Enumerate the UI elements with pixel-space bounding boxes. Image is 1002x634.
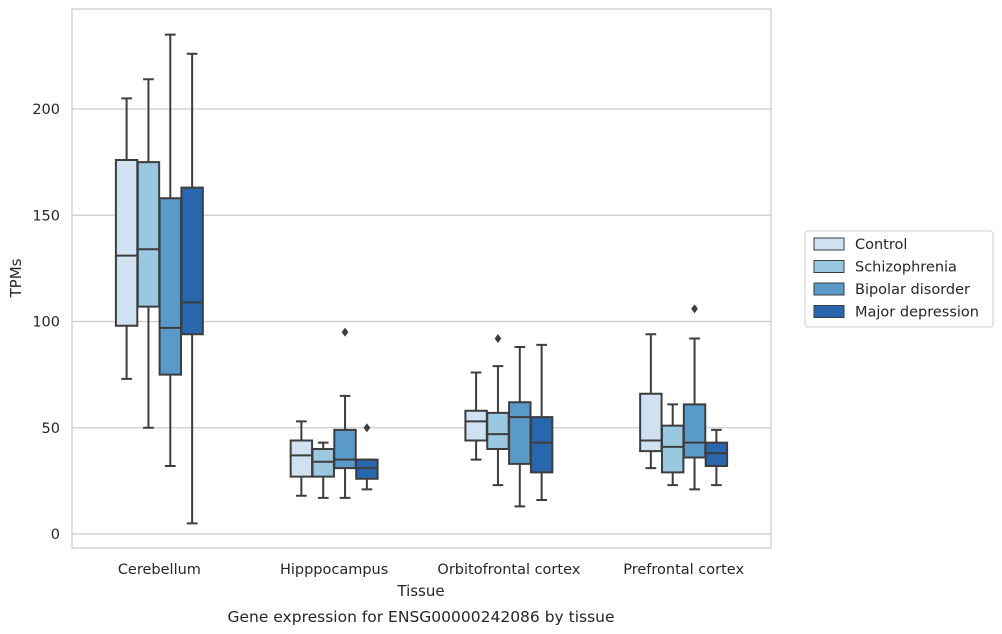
- legend-label: Schizophrenia: [855, 260, 957, 276]
- legend-label: Bipolar disorder: [855, 282, 970, 298]
- box-body: [333, 428, 357, 470]
- box-body: [355, 458, 379, 480]
- box-orbitofrontal-cortex-schizophrenia: [486, 334, 510, 487]
- x-tick-label: Orbitofrontal cortex: [437, 562, 580, 578]
- y-axis-label: TPMs: [7, 258, 25, 298]
- box-body: [639, 392, 663, 453]
- box-body: [486, 411, 510, 450]
- outlier-point: [494, 334, 502, 343]
- box-body: [464, 409, 488, 442]
- x-axis-label: Tissue: [396, 582, 444, 600]
- outlier-point: [691, 304, 698, 314]
- box-body: [114, 159, 139, 327]
- box-orbitofrontal-cortex-major-depression: [529, 343, 554, 501]
- legend-swatch: [813, 237, 845, 251]
- legend-label: Control: [855, 237, 907, 253]
- x-tick-label: Hipppocampus: [280, 562, 388, 578]
- legend-label: Major depression: [855, 305, 979, 321]
- box-body: [136, 161, 161, 308]
- plot-frame: [71, 8, 772, 549]
- y-tick-label: 200: [32, 102, 60, 118]
- box-prefrontal-cortex-bipolar-disorder: [682, 304, 707, 491]
- outlier-point: [341, 327, 349, 337]
- y-tick-label: 50: [42, 421, 60, 437]
- box-body: [529, 416, 554, 474]
- legend: Control Schizophrenia Bipolar disorder Majo…: [804, 230, 994, 328]
- box-prefrontal-cortex-major-depression: [704, 428, 729, 487]
- box-body: [508, 401, 532, 465]
- legend-frame: [804, 230, 994, 328]
- box-cerebellum-control: [114, 97, 139, 380]
- box-body: [180, 186, 204, 336]
- box-body: [704, 441, 729, 467]
- box-hipppocampus-bipolar-disorder: [333, 327, 357, 499]
- legend-swatch: [813, 305, 845, 318]
- legend-swatch: [813, 282, 845, 296]
- chart-caption: Gene expression for ENSG00000242086 by t…: [227, 608, 614, 626]
- y-tick-label: 150: [32, 208, 60, 224]
- y-tick-label: 0: [51, 527, 60, 543]
- box-body: [660, 424, 685, 474]
- legend-swatch: [813, 260, 845, 273]
- box-prefrontal-cortex-control: [639, 333, 663, 470]
- box-body: [289, 439, 314, 478]
- boxes: [114, 33, 729, 525]
- y-tick-label: 100: [32, 315, 60, 331]
- y-tick-labels: 0 50 100 150 200: [32, 102, 60, 543]
- x-tick-label: Prefrontal cortex: [623, 562, 744, 578]
- x-tick-label: Cerebellum: [118, 562, 201, 578]
- x-tick-labels: Cerebellum Hipppocampus Orbitofrontal cort…: [118, 562, 745, 578]
- box-hipppocampus-schizophrenia: [311, 441, 335, 499]
- box-hipppocampus-major-depression: [355, 423, 379, 491]
- box-cerebellum-bipolar-disorder: [158, 33, 183, 467]
- box-hipppocampus-control: [289, 420, 314, 497]
- box-body: [311, 448, 335, 478]
- outlier-point: [363, 423, 371, 433]
- box-body: [158, 197, 183, 376]
- box-body: [682, 403, 707, 459]
- box-cerebellum-major-depression: [180, 52, 204, 525]
